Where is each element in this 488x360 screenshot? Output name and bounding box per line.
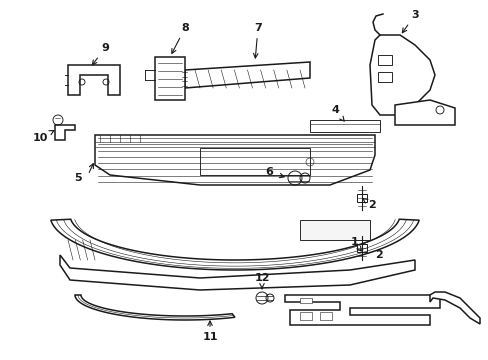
Bar [377,72,391,82]
Text: 5: 5 [74,173,82,183]
Polygon shape [51,219,418,270]
Text: 6: 6 [264,167,272,177]
Polygon shape [200,148,309,175]
Bar [356,194,366,202]
Polygon shape [95,135,374,185]
Text: 9: 9 [92,43,109,65]
Polygon shape [60,255,414,290]
Bar [319,312,331,320]
Text: 1: 1 [350,237,361,251]
Text: 10: 10 [32,131,54,143]
Polygon shape [184,62,309,88]
Bar [309,120,379,132]
Text: 4: 4 [330,105,344,121]
Polygon shape [394,100,454,125]
Bar [377,55,391,65]
Text: 2: 2 [362,199,375,210]
Polygon shape [155,57,184,100]
Text: 12: 12 [254,273,269,289]
Text: 2: 2 [374,250,382,260]
Polygon shape [369,35,434,115]
Text: 8: 8 [171,23,188,53]
Polygon shape [75,295,234,320]
Polygon shape [299,220,369,240]
Bar [299,298,311,303]
Polygon shape [55,125,75,140]
Bar [356,244,366,252]
Text: 7: 7 [253,23,262,58]
Bar [299,312,311,320]
Text: 11: 11 [202,321,217,342]
Polygon shape [429,292,479,324]
Polygon shape [285,295,439,325]
Polygon shape [68,65,120,95]
Text: 3: 3 [402,10,418,33]
